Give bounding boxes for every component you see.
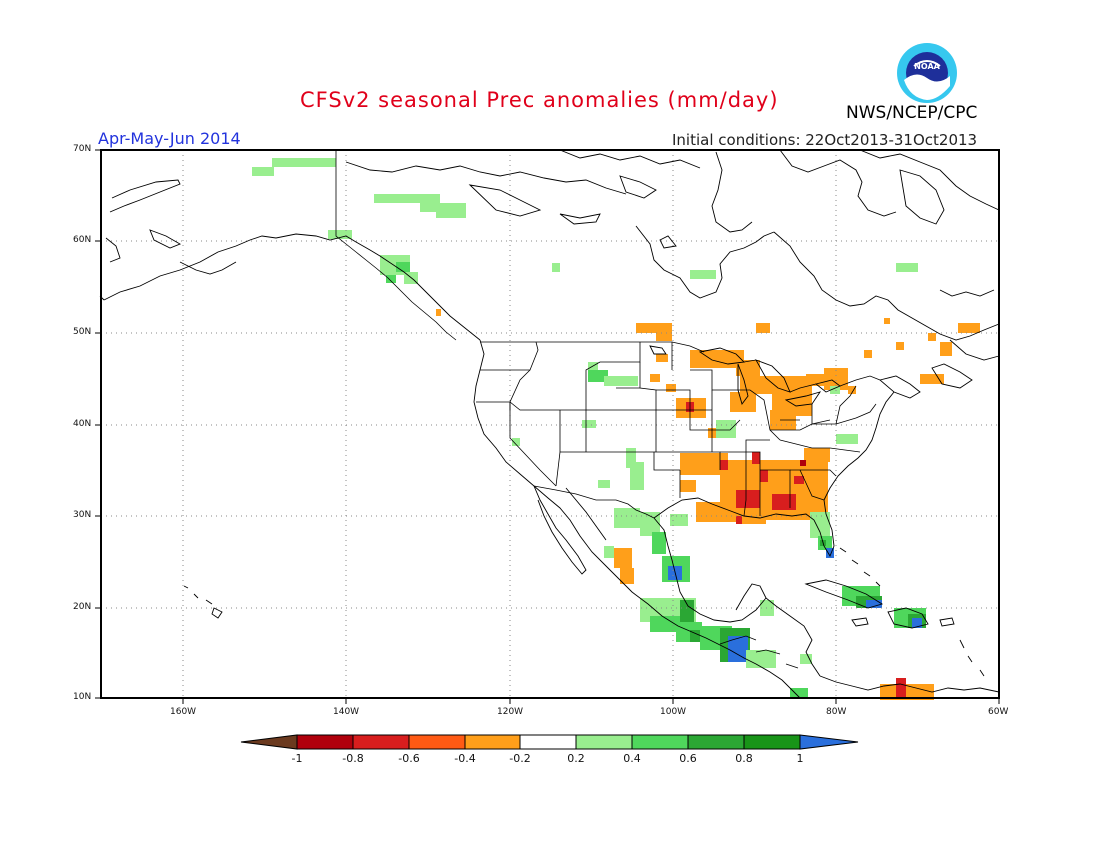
coastlines	[99, 149, 1000, 699]
colorbar-label: -0.4	[454, 752, 476, 765]
logo-text: NOAA	[914, 62, 940, 71]
colorbar-label: 1	[796, 752, 804, 765]
lon-label-80w: 80W	[826, 707, 847, 717]
anomaly-cells	[252, 158, 980, 700]
map-title: CFSv2 seasonal Prec anomalies (mm/day)	[300, 88, 779, 112]
colorbar-label: 0.2	[567, 752, 585, 765]
lon-label-140w: 140W	[333, 707, 360, 717]
lon-label-100w: 100W	[660, 707, 687, 717]
colorbar-label: -1	[291, 752, 303, 765]
lat-label-70n: 70N	[73, 144, 92, 154]
lat-label-60n: 60N	[73, 235, 92, 245]
initial-conditions: Initial conditions: 22Oct2013-31Oct2013	[672, 131, 978, 149]
lat-label-40n: 40N	[73, 419, 92, 429]
forecast-period: Apr-May-Jun 2014	[98, 129, 241, 148]
lat-label-50n: 50N	[73, 327, 92, 337]
colorbar-label: 0.6	[679, 752, 697, 765]
lat-label-20n: 20N	[73, 602, 92, 612]
axis-ticks	[95, 149, 1000, 704]
lat-label-30n: 30N	[73, 510, 92, 520]
lon-label-120w: 120W	[497, 707, 524, 717]
colorbar-label: 0.8	[735, 752, 753, 765]
lat-label-10n: 10N	[73, 692, 92, 702]
lon-label-160w: 160W	[170, 707, 197, 717]
map-frame	[100, 149, 1000, 699]
colorbar-label: -0.2	[509, 752, 531, 765]
colorbar-label: -0.8	[342, 752, 364, 765]
political-borders	[335, 150, 881, 669]
lon-label-60w: 60W	[988, 707, 1009, 717]
colorbar-label: 0.4	[623, 752, 641, 765]
agency-label: NWS/NCEP/CPC	[846, 103, 978, 123]
colorbar-label: -0.6	[398, 752, 420, 765]
map-gridlines	[101, 150, 999, 698]
noaa-logo-icon: NOAA	[897, 43, 957, 103]
